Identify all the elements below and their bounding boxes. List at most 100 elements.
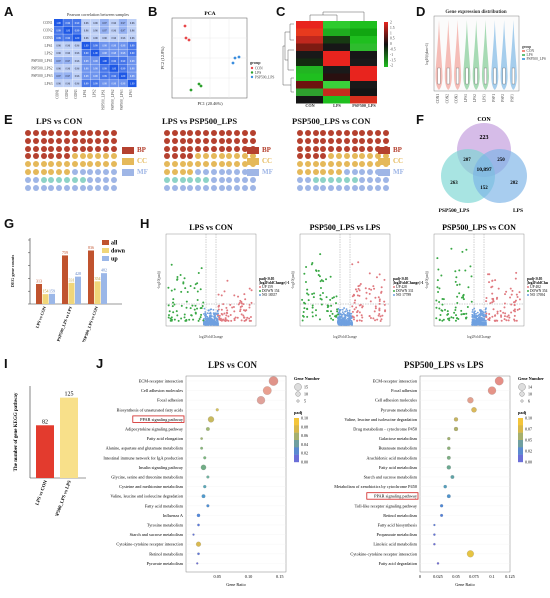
- go-dot: [32, 153, 39, 160]
- volcano-point-up: [240, 313, 243, 316]
- deg-legend-swatch-up: [102, 256, 109, 261]
- go-dot: [351, 137, 358, 144]
- volcano-point-ns: [209, 323, 212, 326]
- go-dot: [64, 137, 70, 144]
- volcano-point-up: [515, 319, 518, 322]
- go-dot: [103, 184, 109, 191]
- volcano-point-up: [239, 308, 242, 311]
- kegg-term-label: ECM-receptor interaction: [139, 379, 184, 384]
- heatmap-cell-value: 0.97: [56, 75, 61, 78]
- kegg-term-label: Intestinal immune network for IgA produc…: [103, 455, 183, 460]
- heatmap-cell-value: 0.96: [75, 83, 80, 86]
- heatmap-row-label: LPS1: [45, 44, 53, 48]
- volcano-point-up: [222, 318, 225, 321]
- volcano-point-down: [189, 307, 192, 310]
- kegg-term-label: Metabolism of xenobiotics by cytochrome …: [334, 484, 417, 489]
- go-dot: [71, 137, 78, 144]
- volcano-point-ns: [347, 317, 350, 320]
- heatmap-cell: [100, 79, 109, 88]
- volcano-point-down: [315, 270, 318, 273]
- heatmap-cell-value: 0.96: [102, 37, 107, 40]
- volcano-point-up: [509, 287, 512, 290]
- go-dot: [210, 176, 217, 183]
- heatmap-row-label: PSP500_LPS2: [31, 67, 52, 71]
- volcano-legend-item: DOWN 331: [396, 289, 414, 293]
- volcano-point-up: [494, 319, 497, 322]
- kegg-legend-color-bar: [518, 432, 523, 441]
- go-dot: [87, 161, 94, 168]
- violin: [472, 20, 480, 90]
- sample-label: PSP1: [492, 94, 496, 102]
- heatmap-cell-value: 0.99: [102, 67, 107, 70]
- volcano-point-down: [180, 304, 183, 307]
- kegg-term-label: Fatty acid elongation: [147, 436, 184, 441]
- go-dot: [312, 169, 319, 175]
- heatmap-cell: [72, 26, 82, 34]
- heatmap-cell-value: 0.98: [102, 45, 107, 48]
- kegg-term-label: Propanoate metabolism: [377, 532, 418, 537]
- volcano-point-up: [496, 310, 499, 313]
- go-title-3: PSP500_LPS vs CON: [292, 116, 371, 126]
- heatmap-cell-value: 0.96: [66, 67, 71, 70]
- distribution-legend-title: group: [522, 45, 531, 49]
- volcano-point-ns: [341, 313, 344, 316]
- volcano-point-down: [331, 312, 334, 315]
- deg-bar: [101, 273, 107, 304]
- pca-point-con1: [183, 24, 187, 28]
- volcano-point-down: [454, 309, 457, 312]
- deg-category-label: LPS vs CON: [34, 306, 47, 329]
- heatmap-cell: [127, 49, 137, 57]
- cluster-heatmap-cell: [350, 73, 377, 81]
- go-dot: [25, 130, 31, 136]
- volcano-point-ns: [348, 309, 351, 312]
- heatmap-scale-label: 1.5: [390, 26, 395, 30]
- go-legend-item-mf: MF: [378, 168, 404, 176]
- deg-bar-label: 836: [88, 245, 94, 250]
- go-dot: [382, 176, 389, 183]
- volcano-point-ns: [350, 319, 353, 322]
- volcano-point-down: [173, 318, 176, 321]
- volcano-point-down: [455, 276, 458, 279]
- volcano-point-down: [322, 280, 325, 283]
- go-dot: [359, 161, 366, 168]
- go-dot: [297, 184, 303, 191]
- go-legend-1: BP CC MF: [122, 146, 148, 179]
- heatmap-cell-value: 0.99: [130, 52, 135, 55]
- go-title-1: LPS vs CON: [36, 116, 83, 126]
- volcano-legend-item: DOWN 354: [530, 289, 548, 293]
- volcano-point-down: [319, 294, 322, 297]
- volcano-point-down: [317, 274, 320, 277]
- volcano-point-down: [191, 304, 194, 307]
- kegg-legend-color-label: 0.04: [301, 442, 308, 447]
- volcano-legend-swatch: [527, 290, 529, 292]
- volcano-point-down: [465, 316, 468, 319]
- cluster-heatmap-cell: [350, 36, 377, 44]
- go-dot: [336, 130, 342, 136]
- volcano-point-down: [321, 292, 324, 295]
- pca-point-lps2: [189, 88, 193, 92]
- volcano-legend-subtitle: |log2FoldChange|>1: [527, 281, 548, 285]
- kegg-legend-color-bar: [518, 454, 523, 463]
- go-legend-item-bp: BP: [378, 146, 404, 154]
- kegg-bubble: [443, 484, 447, 489]
- volcano-point-down: [460, 296, 463, 299]
- cluster-heatmap-cell: [323, 28, 350, 36]
- volcano-point-up: [368, 287, 371, 290]
- volcano-point-up: [234, 316, 237, 319]
- go-dot: [336, 161, 342, 168]
- go-dot: [234, 145, 241, 152]
- kegg-term-label: Retinol metabolism: [149, 551, 183, 556]
- heatmap-cell: [100, 72, 109, 80]
- go-dot: [218, 153, 225, 160]
- volcano-point-down: [182, 281, 185, 284]
- go-legend-item-cc: CC: [247, 157, 273, 165]
- volcano-point-up: [380, 318, 383, 321]
- kegg-legend-size-swatch: [519, 391, 525, 397]
- volcano-point-up: [485, 297, 488, 300]
- volcano-point-up: [351, 310, 354, 313]
- go-dot: [187, 161, 194, 168]
- volcano-point-down: [460, 309, 463, 312]
- go-dot: [320, 130, 327, 136]
- go-dot: [218, 184, 225, 191]
